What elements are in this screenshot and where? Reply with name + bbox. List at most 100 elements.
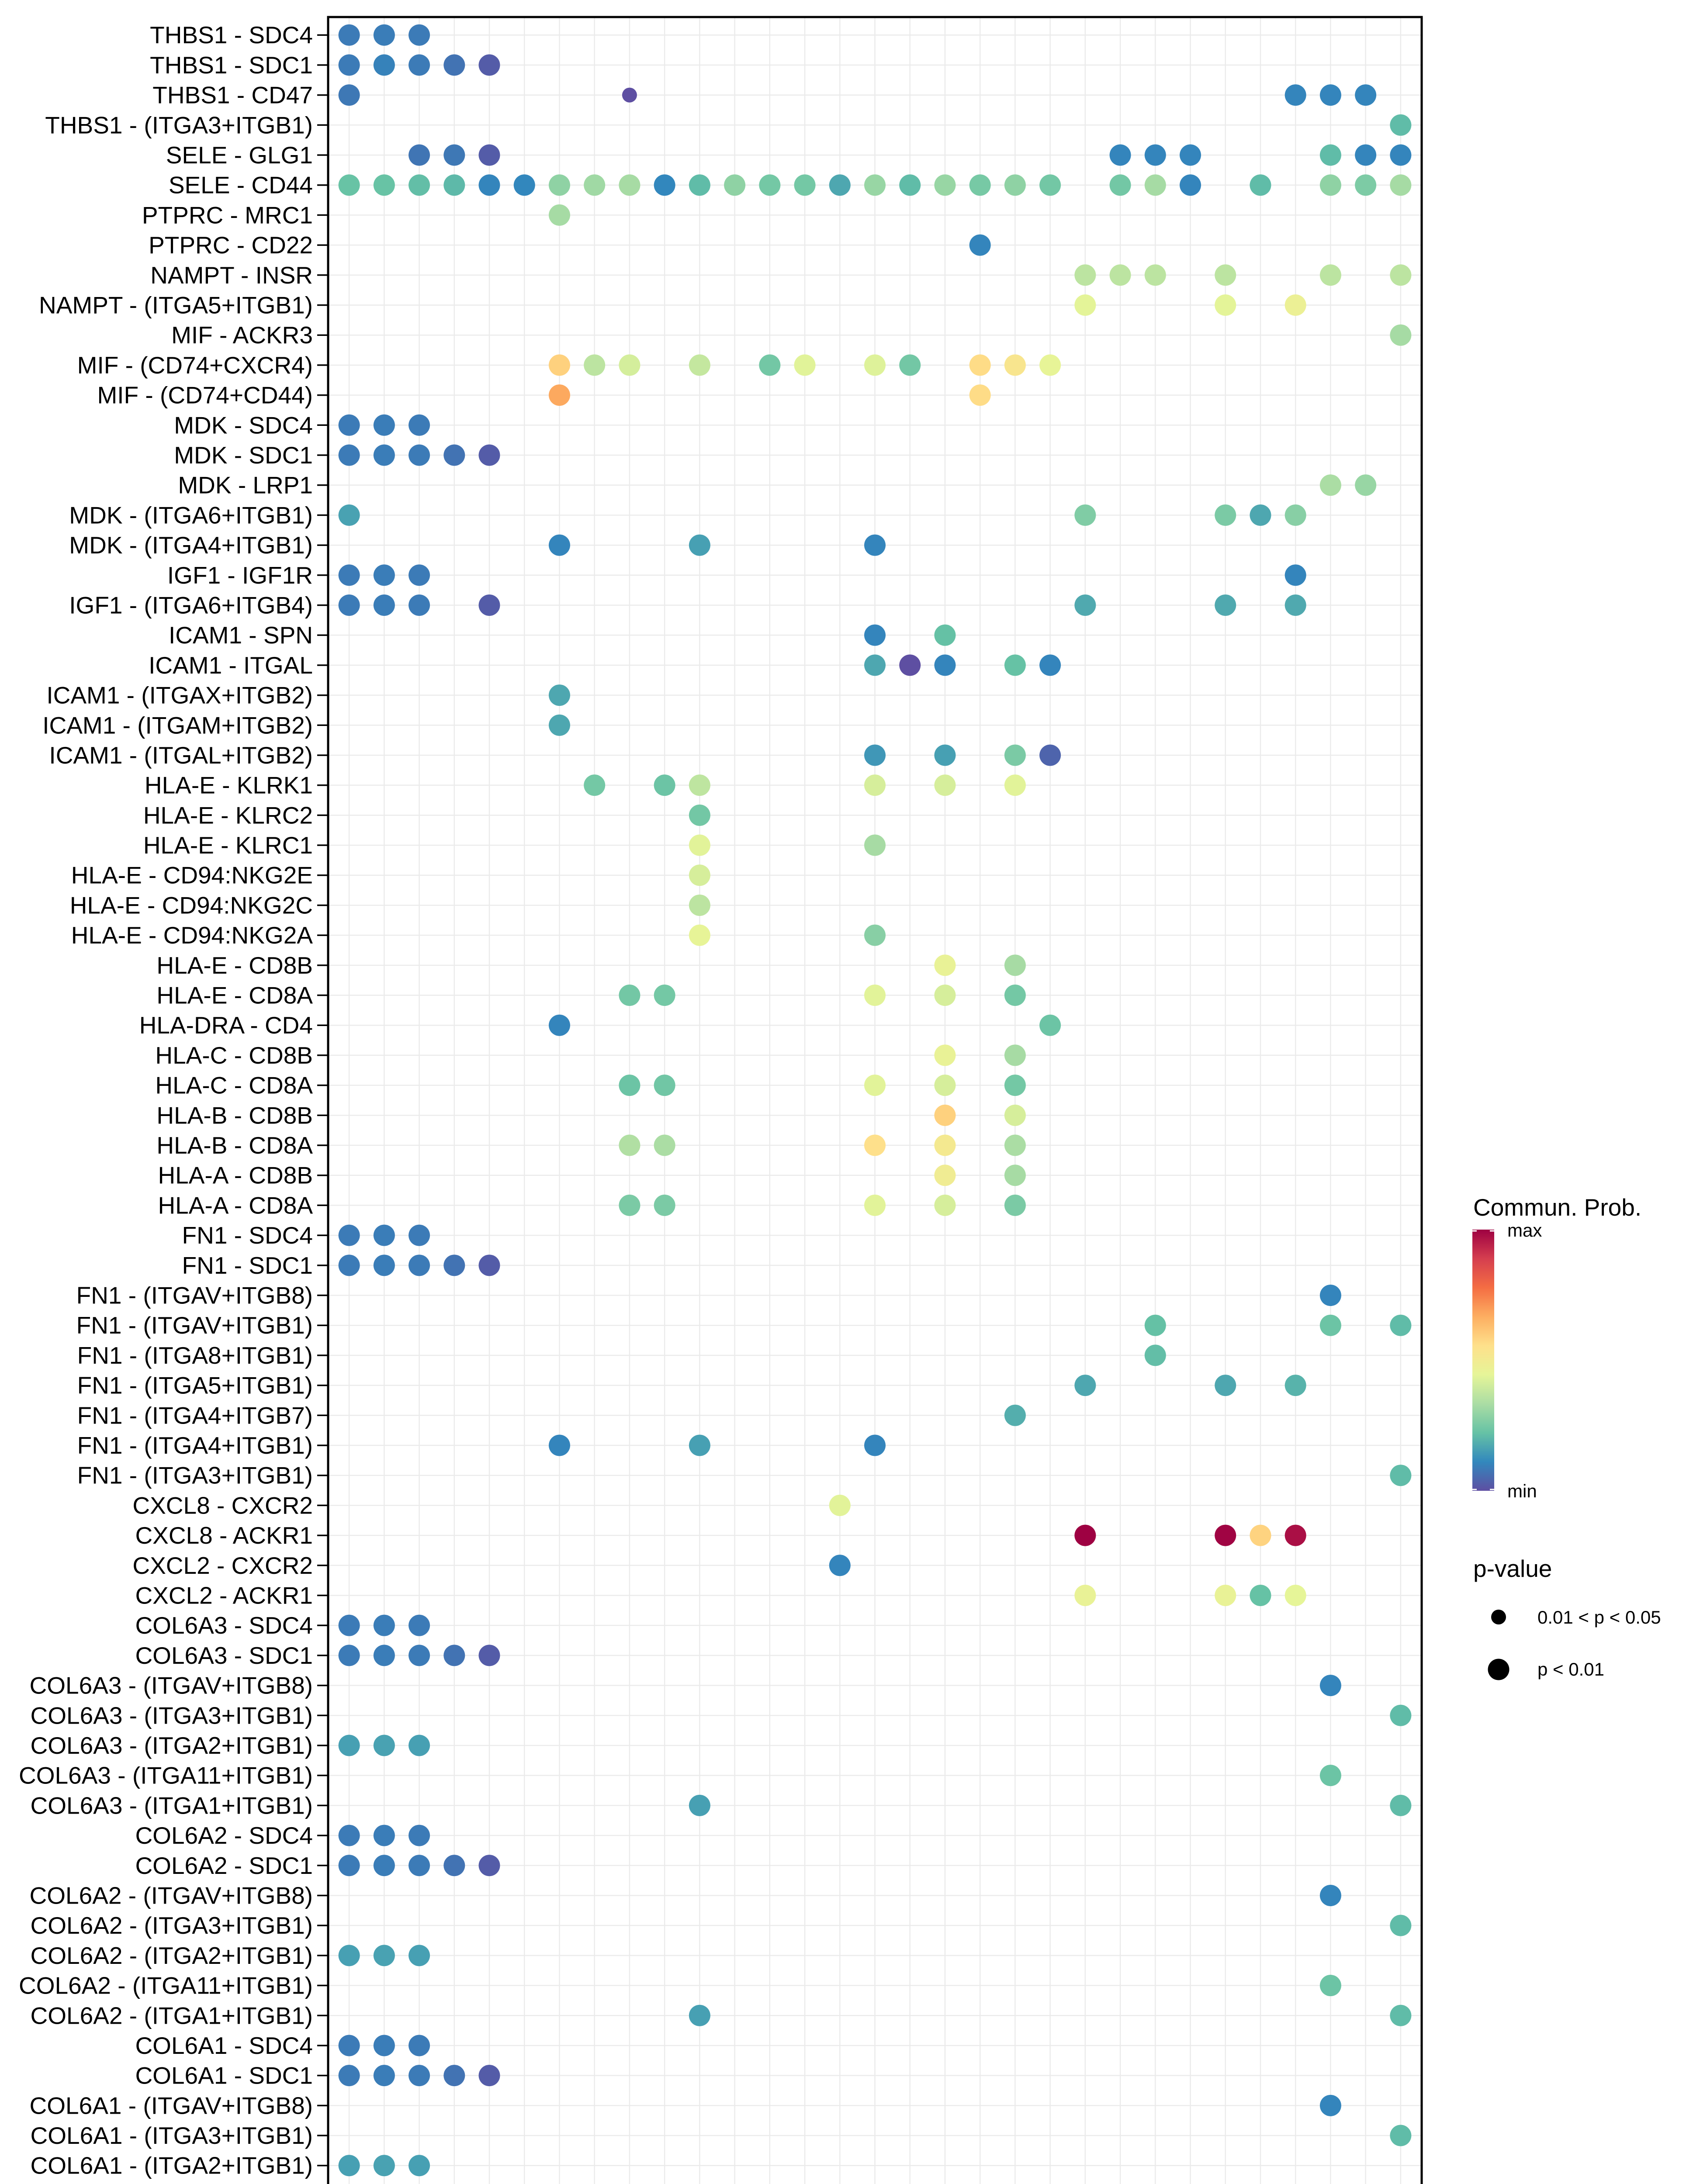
bubble-point	[1319, 1285, 1341, 1306]
y-tick-label: HLA-C - CD8A	[155, 1072, 313, 1099]
y-tick-label: FN1 - SDC4	[182, 1222, 313, 1249]
bubble-point	[584, 174, 606, 196]
bubble-point	[1215, 1524, 1236, 1546]
bubble-point	[1390, 264, 1412, 286]
y-tick-label: COL6A3 - (ITGAV+ITGB8)	[30, 1672, 313, 1699]
bubble-point	[1284, 294, 1306, 316]
bubble-point	[338, 1855, 360, 1876]
bubble-point	[409, 594, 430, 616]
bubble-point	[689, 774, 710, 796]
bubble-point	[759, 354, 781, 376]
bubble-point	[969, 384, 991, 406]
bubble-point	[1074, 264, 1096, 286]
bubble-point	[689, 174, 710, 196]
bubble-point	[689, 864, 710, 886]
bubble-point	[1004, 1404, 1026, 1426]
y-tick-label: COL6A3 - (ITGA2+ITGB1)	[31, 1732, 313, 1759]
y-tick-label: THBS1 - CD47	[152, 82, 313, 109]
bubble-point	[1319, 474, 1341, 496]
bubble-point	[1319, 1314, 1341, 1336]
bubble-point	[1144, 144, 1166, 166]
y-tick-label: HLA-E - KLRC2	[143, 802, 313, 829]
bubble-point	[864, 1434, 886, 1456]
bubble-point	[1039, 174, 1061, 196]
bubble-point	[1004, 174, 1026, 196]
bubble-point	[829, 174, 851, 196]
bubble-point	[689, 894, 710, 916]
colorbar-max-label: max	[1507, 1220, 1542, 1241]
bubble-point	[338, 1825, 360, 1846]
y-tick-label: CXCL8 - ACKR1	[135, 1522, 313, 1549]
bubble-point	[409, 1945, 430, 1966]
y-tick-label: FN1 - (ITGA3+ITGB1)	[77, 1462, 313, 1489]
y-tick-label: COL6A3 - (ITGA1+ITGB1)	[31, 1792, 313, 1819]
bubble-point	[1215, 264, 1236, 286]
y-tick-label: PTPRC - MRC1	[142, 201, 313, 228]
y-tick-label: CXCL8 - CXCR2	[132, 1492, 313, 1519]
y-tick-label: IGF1 - (ITGA6+ITGB4)	[69, 591, 313, 619]
bubble-point	[654, 1075, 675, 1096]
y-tick-label: HLA-DRA - CD4	[139, 1012, 313, 1039]
y-tick-label: MDK - (ITGA4+ITGB1)	[69, 532, 313, 559]
bubble-point	[864, 174, 886, 196]
y-tick-label: COL6A1 - (ITGA11+ITGB1)	[19, 2182, 313, 2184]
bubble-point	[864, 1134, 886, 1156]
bubble-point	[373, 24, 395, 46]
bubble-point	[1074, 1375, 1096, 1396]
y-tick-label: HLA-E - KLRK1	[145, 772, 313, 799]
bubble-point	[478, 144, 500, 166]
bubble-point	[1390, 1465, 1412, 1486]
bubble-point	[1284, 1524, 1306, 1546]
y-tick-label: COL6A2 - (ITGA3+ITGB1)	[31, 1912, 313, 1939]
bubble-point	[864, 1075, 886, 1096]
y-tick-label: COL6A2 - SDC4	[135, 1822, 313, 1849]
bubble-point	[1215, 1584, 1236, 1606]
bubble-point	[934, 1104, 956, 1126]
bubble-point	[338, 84, 360, 106]
size-legend: p-value 0.01 < p < 0.05 p < 0.01	[1473, 1555, 1661, 1680]
bubble-point	[654, 985, 675, 1006]
bubble-point	[409, 144, 430, 166]
bubble-point	[548, 534, 570, 556]
y-tick-label: NAMPT - (ITGA5+ITGB1)	[39, 291, 313, 318]
bubble-point	[969, 174, 991, 196]
y-tick-label: MDK - SDC4	[174, 411, 313, 439]
bubble-point	[969, 354, 991, 376]
bubble-point	[548, 684, 570, 706]
y-tick-label: MDK - SDC1	[174, 442, 313, 469]
y-tick-label: FN1 - (ITGAV+ITGB8)	[76, 1282, 313, 1309]
bubble-point	[724, 174, 746, 196]
bubble-point	[1039, 1014, 1061, 1036]
bubble-point	[934, 654, 956, 676]
bubble-point	[689, 1794, 710, 1816]
bubble-point	[373, 1825, 395, 1846]
bubble-point	[1215, 1375, 1236, 1396]
y-axis: THBS1 - SDC4 THBS1 - SDC1 THBS1 - CD47THBS…	[19, 21, 328, 2184]
bubble-point	[654, 174, 675, 196]
bubble-point	[1284, 564, 1306, 586]
bubble-point	[338, 1735, 360, 1756]
bubble-point	[864, 1194, 886, 1216]
bubble-point	[1144, 174, 1166, 196]
bubble-point	[619, 985, 641, 1006]
bubble-point	[338, 1614, 360, 1636]
y-tick-label: ICAM1 - ITGAL	[149, 652, 313, 679]
y-tick-label: FN1 - (ITGA4+ITGB7)	[77, 1402, 313, 1429]
bubble-point	[1355, 144, 1377, 166]
y-tick-label: COL6A1 - (ITGA2+ITGB1)	[31, 2152, 313, 2179]
y-tick-label: MIF - (CD74+CXCR4)	[77, 352, 313, 379]
y-tick-label: MDK - LRP1	[178, 472, 313, 499]
bubble-point	[1180, 174, 1201, 196]
bubble-point	[654, 1194, 675, 1216]
bubble-point	[794, 354, 816, 376]
colorbar-min-label: min	[1507, 1481, 1537, 1501]
bubble-point	[443, 1855, 465, 1876]
y-tick-label: COL6A2 - (ITGA1+ITGB1)	[31, 2002, 313, 2029]
bubble-point	[338, 2065, 360, 2087]
bubble-point	[373, 1645, 395, 1666]
bubble-point	[338, 594, 360, 616]
bubble-point	[1004, 985, 1026, 1006]
bubble-point	[1074, 594, 1096, 616]
bubble-point	[1144, 264, 1166, 286]
bubble-point	[934, 174, 956, 196]
